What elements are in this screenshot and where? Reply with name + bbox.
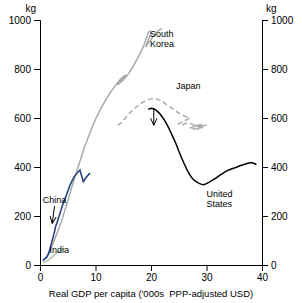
tick: 1000	[262, 15, 294, 26]
tick-label: 20	[146, 272, 158, 283]
tick: 400	[14, 162, 40, 173]
tick-mark	[151, 265, 152, 271]
tick: 600	[262, 113, 288, 124]
tick-label: 0	[25, 260, 31, 271]
tick: 30	[201, 265, 213, 283]
tick-mark	[34, 265, 40, 266]
tick: 200	[262, 211, 288, 222]
tick-mark	[262, 69, 268, 70]
tick: 200	[14, 211, 40, 222]
annotation: UnitedStates	[207, 189, 233, 209]
y2-axis: 0 200 400 600 800 1000	[262, 15, 294, 271]
annotation: SouthKorea	[150, 29, 174, 49]
tick: 10	[90, 265, 102, 283]
tick-mark	[262, 216, 268, 217]
tick: 0	[262, 260, 277, 271]
tick-label: 1000	[271, 15, 294, 26]
tick-label: 800	[14, 64, 31, 75]
tick-mark	[96, 265, 97, 271]
annotation: Japan	[176, 81, 201, 91]
tick-mark	[34, 118, 40, 119]
tick-label: 600	[14, 113, 31, 124]
tick-label: 0	[271, 260, 277, 271]
line	[148, 108, 256, 184]
tick-label: 200	[271, 211, 288, 222]
annotation: China	[43, 195, 67, 205]
tick: 40	[257, 265, 269, 283]
axis-line	[41, 266, 263, 272]
tick: 800	[14, 64, 40, 75]
annotation: India	[49, 245, 69, 255]
axis-line	[34, 21, 41, 266]
tick-label: 30	[201, 272, 213, 283]
tick-label: 600	[271, 113, 288, 124]
tick-label: 800	[271, 64, 288, 75]
tick-label: 200	[14, 211, 31, 222]
annotation-arrow	[153, 109, 154, 126]
annotation-arrow	[52, 206, 54, 223]
axis-line	[263, 21, 269, 266]
line	[43, 170, 90, 261]
y2-axis-label: kg	[266, 3, 277, 14]
tick-mark	[262, 265, 268, 266]
tick: 1000	[9, 15, 40, 26]
tick-mark	[34, 216, 40, 217]
tick-mark	[34, 20, 40, 21]
tick: 800	[262, 64, 288, 75]
tick: 0	[38, 265, 44, 283]
tick-mark	[262, 118, 268, 119]
line	[46, 29, 163, 259]
tick: 600	[14, 113, 40, 124]
tick: 0	[25, 260, 40, 271]
tick-mark	[34, 69, 40, 70]
chart: 0102030400200400600800100002004006008001…	[0, 0, 302, 303]
lines	[43, 29, 257, 263]
tick-label: 0	[38, 272, 44, 283]
x-axis: 0 10 20 30 40	[38, 265, 269, 283]
tick-mark	[262, 167, 268, 168]
plot: 0102030400200400600800100002004006008001…	[9, 3, 294, 299]
annotations: SouthKorea Japan China India UnitedStates	[43, 29, 233, 255]
tick: 400	[262, 162, 288, 173]
x-axis-label: Real GDP per capita ('000s PPP-adjusted …	[49, 288, 253, 299]
tick-label: 1000	[9, 15, 32, 26]
tick-label: 400	[271, 162, 288, 173]
tick-label: 400	[14, 162, 31, 173]
y-axis: 0 200 400 600 800 1000	[9, 15, 41, 271]
tick-label: 10	[90, 272, 102, 283]
tick-mark	[262, 20, 268, 21]
y-axis-label: kg	[25, 3, 36, 14]
tick-mark	[34, 167, 40, 168]
tick-mark	[207, 265, 208, 271]
tick-label: 40	[257, 272, 269, 283]
tick: 20	[146, 265, 158, 283]
line	[118, 98, 207, 129]
